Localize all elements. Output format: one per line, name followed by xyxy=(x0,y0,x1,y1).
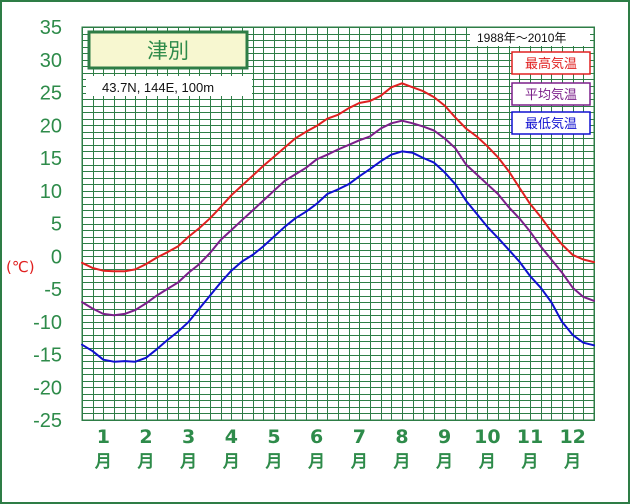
legend-item-label: 最高気温 xyxy=(525,56,577,72)
location-box xyxy=(86,76,252,96)
station-location: 43.7N, 144E, 100m xyxy=(102,80,214,95)
y-tick-label: -25 xyxy=(33,410,62,432)
series-line xyxy=(81,150,595,363)
y-tick-label: -5 xyxy=(44,279,62,301)
station-name: 津別 xyxy=(147,39,189,63)
x-tick-unit: 月 xyxy=(265,452,283,472)
x-tick-label: 2 xyxy=(139,426,152,448)
x-tick-unit: 月 xyxy=(179,452,197,472)
series-line xyxy=(81,82,595,273)
legend-item-box xyxy=(511,51,591,75)
x-tick-unit: 月 xyxy=(222,452,240,472)
period-label: 1988年〜2010年 xyxy=(477,31,566,45)
y-tick-label: -10 xyxy=(33,312,62,334)
x-tick-label: 9 xyxy=(438,426,451,448)
x-tick-unit: 月 xyxy=(563,452,581,472)
x-tick-label: 1 xyxy=(97,426,110,448)
x-tick-label: 11 xyxy=(517,426,543,448)
x-tick-unit: 月 xyxy=(307,452,325,472)
legend-item-box xyxy=(511,82,591,106)
plot-area-border xyxy=(81,26,595,421)
y-tick-label: 30 xyxy=(40,50,62,72)
y-tick-label: 5 xyxy=(51,214,62,236)
x-tick-label: 6 xyxy=(310,426,323,448)
x-tick-unit: 月 xyxy=(478,452,496,472)
x-tick-label: 3 xyxy=(182,426,195,448)
legend-item-label: 平均気温 xyxy=(525,87,577,103)
x-axis-ticks: 1 月 2 月 3 月 4 月 5 月 6 月 7 月 8 月 9 月 10 月 11 月 12 月 xyxy=(94,426,586,472)
x-tick-unit: 月 xyxy=(393,452,411,472)
y-tick-label: 25 xyxy=(40,83,62,105)
x-tick-unit: 月 xyxy=(94,452,112,472)
legend-item-label: 最低気温 xyxy=(525,116,577,132)
y-tick-label: 10 xyxy=(40,181,62,203)
x-tick-label: 5 xyxy=(267,426,280,448)
x-tick-label: 10 xyxy=(474,426,500,448)
x-tick-label: 7 xyxy=(353,426,366,448)
x-tick-unit: 月 xyxy=(435,452,453,472)
y-axis-label: (℃) xyxy=(6,258,35,276)
x-tick-label: 4 xyxy=(225,426,238,448)
y-axis-ticks: 35 30 25 20 15 10 5 0 -5 -10 -15 -20 -25 xyxy=(33,17,62,432)
station-name-box xyxy=(87,30,249,70)
x-tick-label: 8 xyxy=(395,426,408,448)
series-lines xyxy=(81,82,595,363)
x-tick-unit: 月 xyxy=(521,452,539,472)
series-line xyxy=(81,119,595,317)
x-tick-unit: 月 xyxy=(137,452,155,472)
period-box xyxy=(470,28,590,46)
x-tick-label: 12 xyxy=(559,426,585,448)
y-tick-label: 20 xyxy=(40,115,62,137)
y-tick-label: -15 xyxy=(33,345,62,367)
y-tick-label: 15 xyxy=(40,148,62,170)
y-tick-label: -20 xyxy=(33,377,62,399)
x-tick-unit: 月 xyxy=(350,452,368,472)
y-tick-label: 0 xyxy=(51,246,62,268)
y-tick-label: 35 xyxy=(40,17,62,39)
legend-item-box xyxy=(511,111,591,135)
